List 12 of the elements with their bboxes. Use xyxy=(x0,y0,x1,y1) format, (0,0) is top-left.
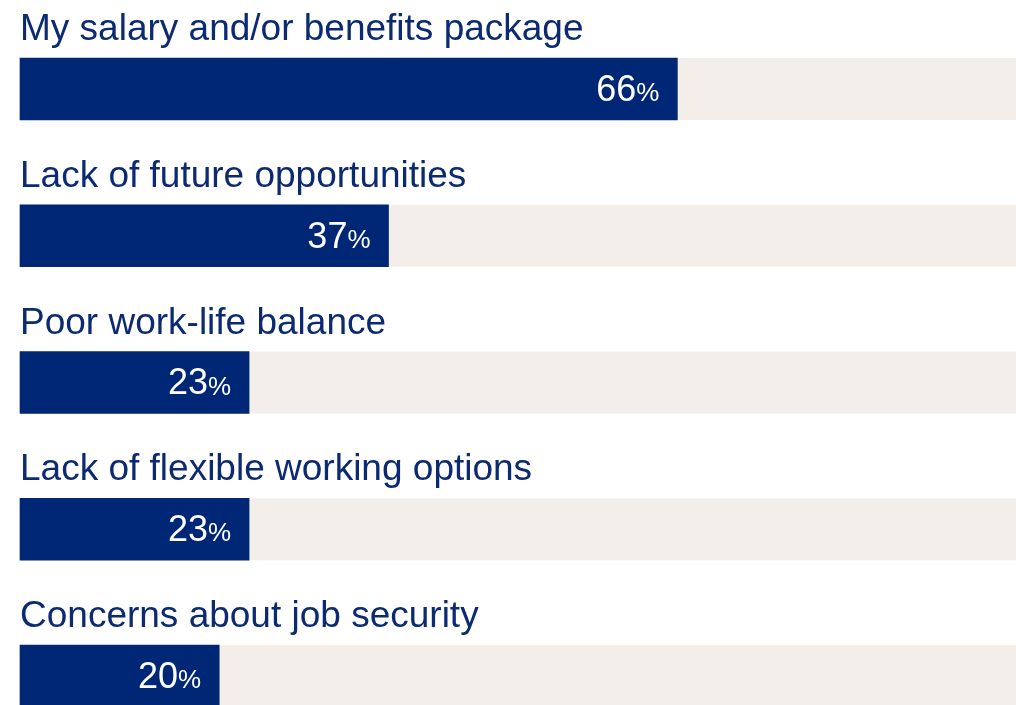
data-label: 66% xyxy=(596,67,660,109)
y-tick-label: Concerns about job security xyxy=(20,594,480,635)
data-label: 23% xyxy=(167,361,232,403)
data-label: 23% xyxy=(167,508,232,550)
y-tick-label: Lack of future opportunities xyxy=(20,153,467,195)
y-tick-label: Poor work-life balance xyxy=(20,300,387,342)
data-label: 20% xyxy=(138,654,202,696)
bar xyxy=(19,497,250,561)
y-tick-label: My salary and/or benefits package xyxy=(20,7,584,48)
y-tick-label: Lack of flexible working options xyxy=(20,447,533,489)
bar xyxy=(19,351,250,414)
data-label: 37% xyxy=(307,214,371,256)
